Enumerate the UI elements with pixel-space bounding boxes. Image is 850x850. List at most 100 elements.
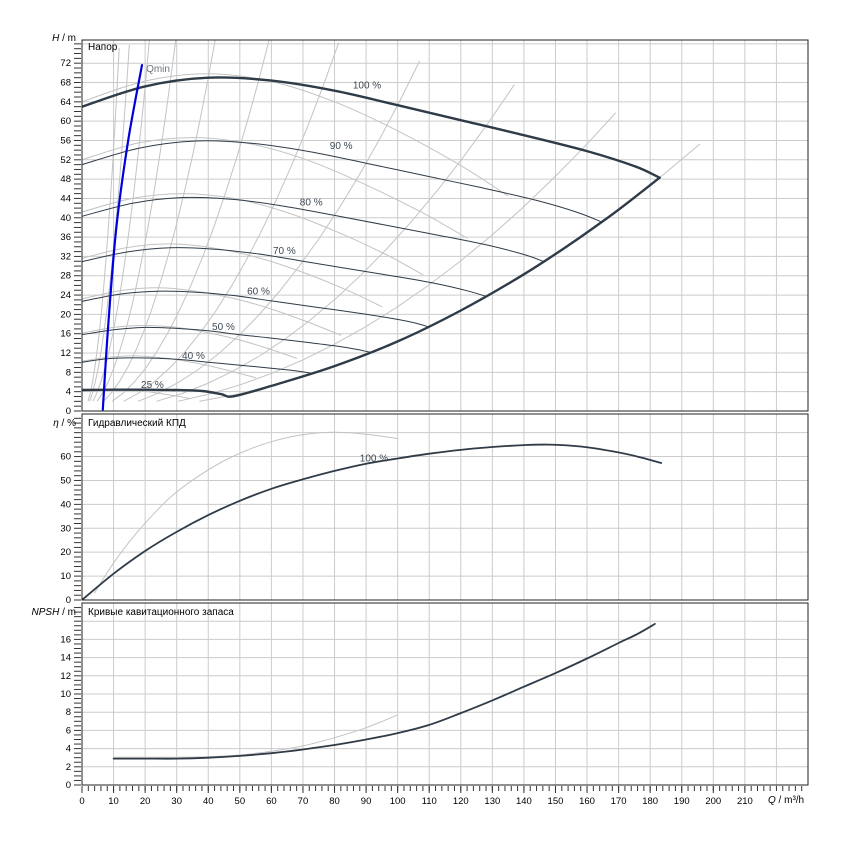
curve-label-speed-25-envelope-bottom: 25 % xyxy=(141,380,164,391)
efficiency-panel: 0 10 20 30 40 50 60 100 % xyxy=(60,413,809,606)
y-tick-label-npsh-4: 4 xyxy=(66,744,71,755)
y-tick-label-head-4: 4 xyxy=(66,387,71,398)
curve-label-speed-50: 50 % xyxy=(212,322,235,333)
head-axis-unit-label: H / m xyxy=(16,33,76,44)
y-tick-label-head-8: 8 xyxy=(66,367,71,378)
curve-speed-100-envelope-top xyxy=(82,76,661,179)
x-tick-label-150: 150 xyxy=(548,796,564,807)
efficiency-y-ticks xyxy=(74,417,81,601)
efficiency-curve-labels: 100 % xyxy=(360,453,388,464)
x-tick-label-120: 120 xyxy=(453,796,469,807)
iso-efficiency-lines-6 xyxy=(123,42,340,402)
x-tick-label-30: 30 xyxy=(171,796,182,807)
curve-alt-speed-100 xyxy=(82,73,509,197)
iso-efficiency-lines-7 xyxy=(137,60,421,402)
x-tick-label-70: 70 xyxy=(298,796,309,807)
x-tick-label-10: 10 xyxy=(108,796,119,807)
y-tick-label-head-60: 60 xyxy=(60,116,71,127)
npsh-grid xyxy=(82,603,808,785)
efficiency-y-tick-labels: 0 10 20 30 40 50 60 xyxy=(60,452,71,606)
y-tick-label-npsh-8: 8 xyxy=(66,707,71,718)
eff-axis-unit-label: η / % xyxy=(16,418,76,429)
x-tick-label-80: 80 xyxy=(329,796,340,807)
curve-speed-80 xyxy=(82,196,545,263)
y-tick-label-npsh-16: 16 xyxy=(60,634,71,645)
x-tick-label-40: 40 xyxy=(203,796,214,807)
y-tick-label-head-44: 44 xyxy=(60,193,71,204)
y-tick-label-npsh-10: 10 xyxy=(60,689,71,700)
eff-panel-title: Гидравлический КПД xyxy=(88,418,186,429)
x-tick-label-200: 200 xyxy=(705,796,721,807)
curve-label-speed-60: 60 % xyxy=(247,287,270,298)
head-curve-labels: 90 % 80 % 70 % 60 % 50 % 40 % 100 % 25 % Qmin xyxy=(141,64,381,391)
y-tick-label-efficiency-50: 50 xyxy=(60,475,71,486)
iso-efficiency-lines-1 xyxy=(89,44,130,402)
x-axis: 0 10 20 30 40 50 60 70 80 90 100 110 120 130 140 150 160… xyxy=(79,786,803,807)
y-tick-label-head-12: 12 xyxy=(60,348,71,359)
x-tick-label-190: 190 xyxy=(674,796,690,807)
x-tick-label-20: 20 xyxy=(140,796,151,807)
x-tick-label-210: 210 xyxy=(737,796,753,807)
y-tick-label-head-24: 24 xyxy=(60,290,71,301)
npsh-axis-symbol: NPSH xyxy=(31,607,60,618)
head-grid xyxy=(82,40,808,411)
head-panel-title: Напор xyxy=(88,42,118,53)
iso-efficiency-lines-9 xyxy=(177,112,616,402)
head-curves xyxy=(82,40,701,411)
npsh-y-ticks xyxy=(74,607,81,786)
flow-axis-unit: / m³/h xyxy=(775,795,805,806)
curve-qmin-line xyxy=(101,63,144,411)
x-tick-label-0: 0 xyxy=(79,796,84,807)
curve-alt-speed-90 xyxy=(82,137,468,239)
y-tick-label-head-20: 20 xyxy=(60,309,71,320)
y-tick-label-head-0: 0 xyxy=(66,406,71,417)
curve-alt-speed-60 xyxy=(82,287,342,336)
iso-efficiency-lines-3 xyxy=(96,40,177,402)
npsh-curves xyxy=(112,623,656,760)
npsh-y-tick-labels: 0 2 4 6 8 10 12 14 16 xyxy=(60,634,71,791)
curve-speed-25-envelope-bottom xyxy=(82,176,661,398)
y-tick-label-efficiency-0: 0 xyxy=(66,595,71,606)
y-tick-label-efficiency-20: 20 xyxy=(60,547,71,558)
curve-npsh-100 xyxy=(112,623,656,760)
curve-speed-40 xyxy=(82,357,314,375)
curve-label-efficiency-100: 100 % xyxy=(360,453,388,464)
x-tick-label-90: 90 xyxy=(361,796,372,807)
curve-efficiency-alt xyxy=(94,431,399,594)
curve-label-speed-40: 40 % xyxy=(182,351,205,362)
curve-label-speed-100-envelope-top: 100 % xyxy=(353,80,381,91)
iso-efficiency-lines-0 xyxy=(87,48,120,402)
y-tick-label-head-64: 64 xyxy=(60,97,71,108)
curve-speed-50 xyxy=(82,326,372,353)
x-tick-label-50: 50 xyxy=(235,796,246,807)
curve-npsh-alt xyxy=(113,714,399,758)
npsh-frame xyxy=(81,602,809,786)
x-tick-label-180: 180 xyxy=(642,796,658,807)
head-axis-symbol: H xyxy=(52,33,60,44)
flow-axis-unit-label: Q / m³/h xyxy=(768,795,843,806)
curve-label-speed-90: 90 % xyxy=(330,141,353,152)
curve-alt-speed-70 xyxy=(82,243,383,308)
y-tick-label-efficiency-60: 60 xyxy=(60,452,71,463)
y-tick-label-efficiency-40: 40 xyxy=(60,499,71,510)
eff-axis-symbol: η xyxy=(53,418,59,429)
y-tick-label-head-48: 48 xyxy=(60,174,71,185)
x-tick-label-140: 140 xyxy=(516,796,532,807)
head-axis-unit: / m xyxy=(59,33,76,44)
y-tick-label-head-56: 56 xyxy=(60,135,71,146)
eff-axis-unit: / % xyxy=(58,418,76,429)
efficiency-frame xyxy=(81,413,809,601)
x-ticks xyxy=(81,786,803,793)
y-tick-label-head-28: 28 xyxy=(60,271,71,282)
y-tick-label-npsh-2: 2 xyxy=(66,762,71,773)
curve-label-speed-80: 80 % xyxy=(300,198,323,209)
y-tick-label-head-36: 36 xyxy=(60,232,71,243)
y-tick-label-npsh-6: 6 xyxy=(66,725,71,736)
efficiency-grid xyxy=(82,414,808,600)
iso-efficiency-lines-4 xyxy=(103,40,216,402)
y-tick-label-npsh-12: 12 xyxy=(60,671,71,682)
curve-alt-speed-80 xyxy=(82,193,424,276)
